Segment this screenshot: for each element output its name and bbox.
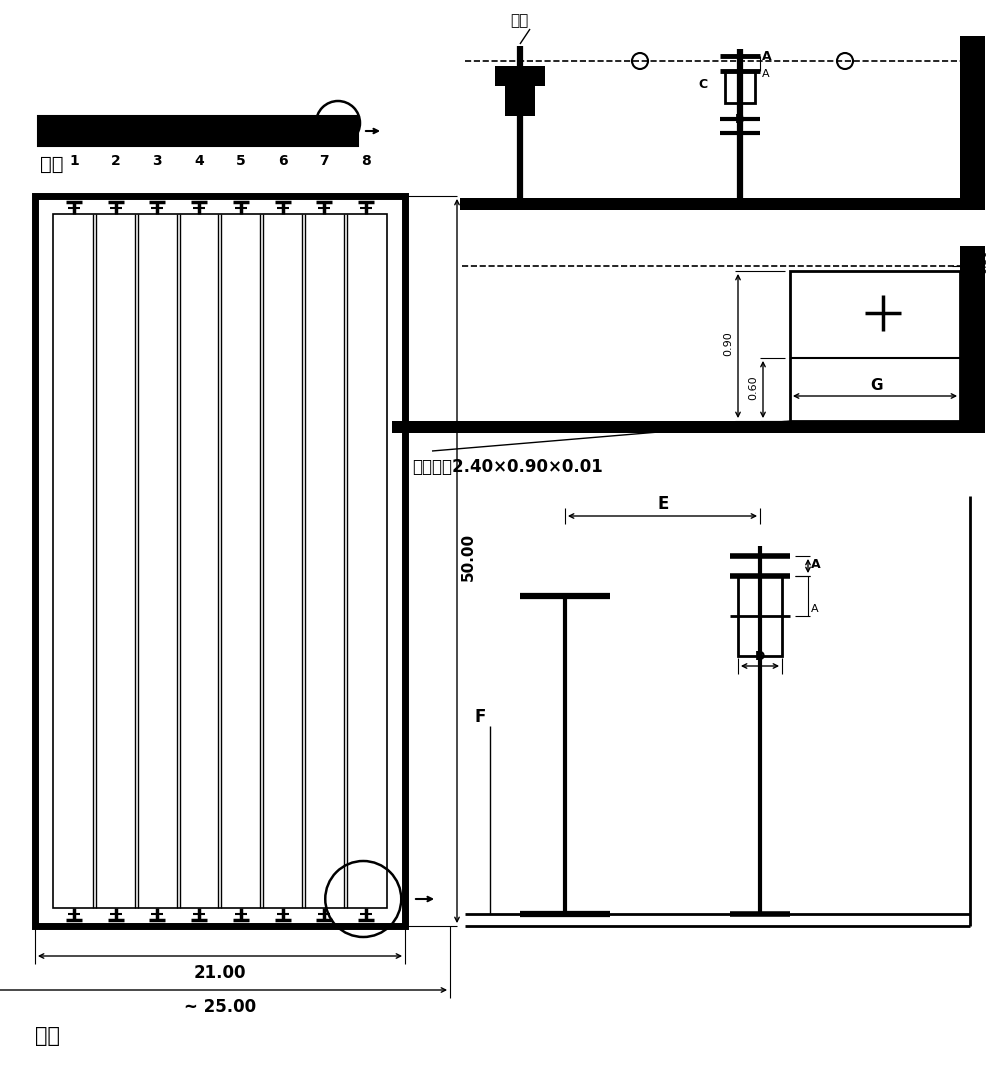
Bar: [724, 71, 754, 103]
Text: 浮标: 浮标: [510, 13, 528, 28]
Text: C: C: [697, 78, 706, 91]
Bar: [35, 195, 404, 926]
Text: B: B: [734, 113, 744, 126]
Text: 1: 1: [69, 154, 78, 168]
Bar: [391, 421, 984, 433]
Text: 0.30: 0.30: [977, 249, 987, 274]
Bar: [38, 116, 358, 146]
Bar: [505, 86, 535, 116]
Text: A: A: [761, 50, 771, 63]
Text: D: D: [754, 651, 764, 662]
Text: E: E: [657, 495, 668, 513]
Bar: [494, 66, 545, 86]
Text: G: G: [870, 378, 882, 393]
Bar: [959, 247, 984, 421]
Text: 6: 6: [278, 154, 287, 168]
Text: 3: 3: [152, 154, 162, 168]
Text: 水面: 水面: [962, 256, 980, 272]
Text: 0.60: 0.60: [747, 375, 757, 400]
Text: 水面: 水面: [962, 51, 980, 66]
Text: 50.00: 50.00: [460, 533, 475, 581]
Bar: [38, 116, 358, 146]
Bar: [737, 576, 781, 656]
Text: A: A: [810, 604, 817, 614]
Text: F: F: [474, 708, 485, 727]
Text: 4: 4: [194, 154, 204, 168]
Text: 21.00: 21.00: [194, 964, 246, 982]
Bar: [53, 214, 386, 908]
Bar: [959, 36, 984, 198]
Bar: [459, 198, 984, 210]
Bar: [789, 272, 959, 421]
Text: 剖面: 剖面: [40, 155, 63, 174]
Text: 7: 7: [319, 154, 329, 168]
Text: ~ 25.00: ~ 25.00: [184, 998, 256, 1016]
Text: 5: 5: [236, 154, 246, 168]
Text: 2: 2: [110, 154, 120, 168]
Text: 0.90: 0.90: [722, 331, 732, 356]
Text: A: A: [761, 70, 769, 79]
Text: 平面: 平面: [35, 1026, 60, 1046]
Text: 8: 8: [361, 154, 371, 168]
Text: 电子触板2.40×0.90×0.01: 电子触板2.40×0.90×0.01: [411, 458, 602, 476]
Text: A: A: [810, 558, 819, 571]
